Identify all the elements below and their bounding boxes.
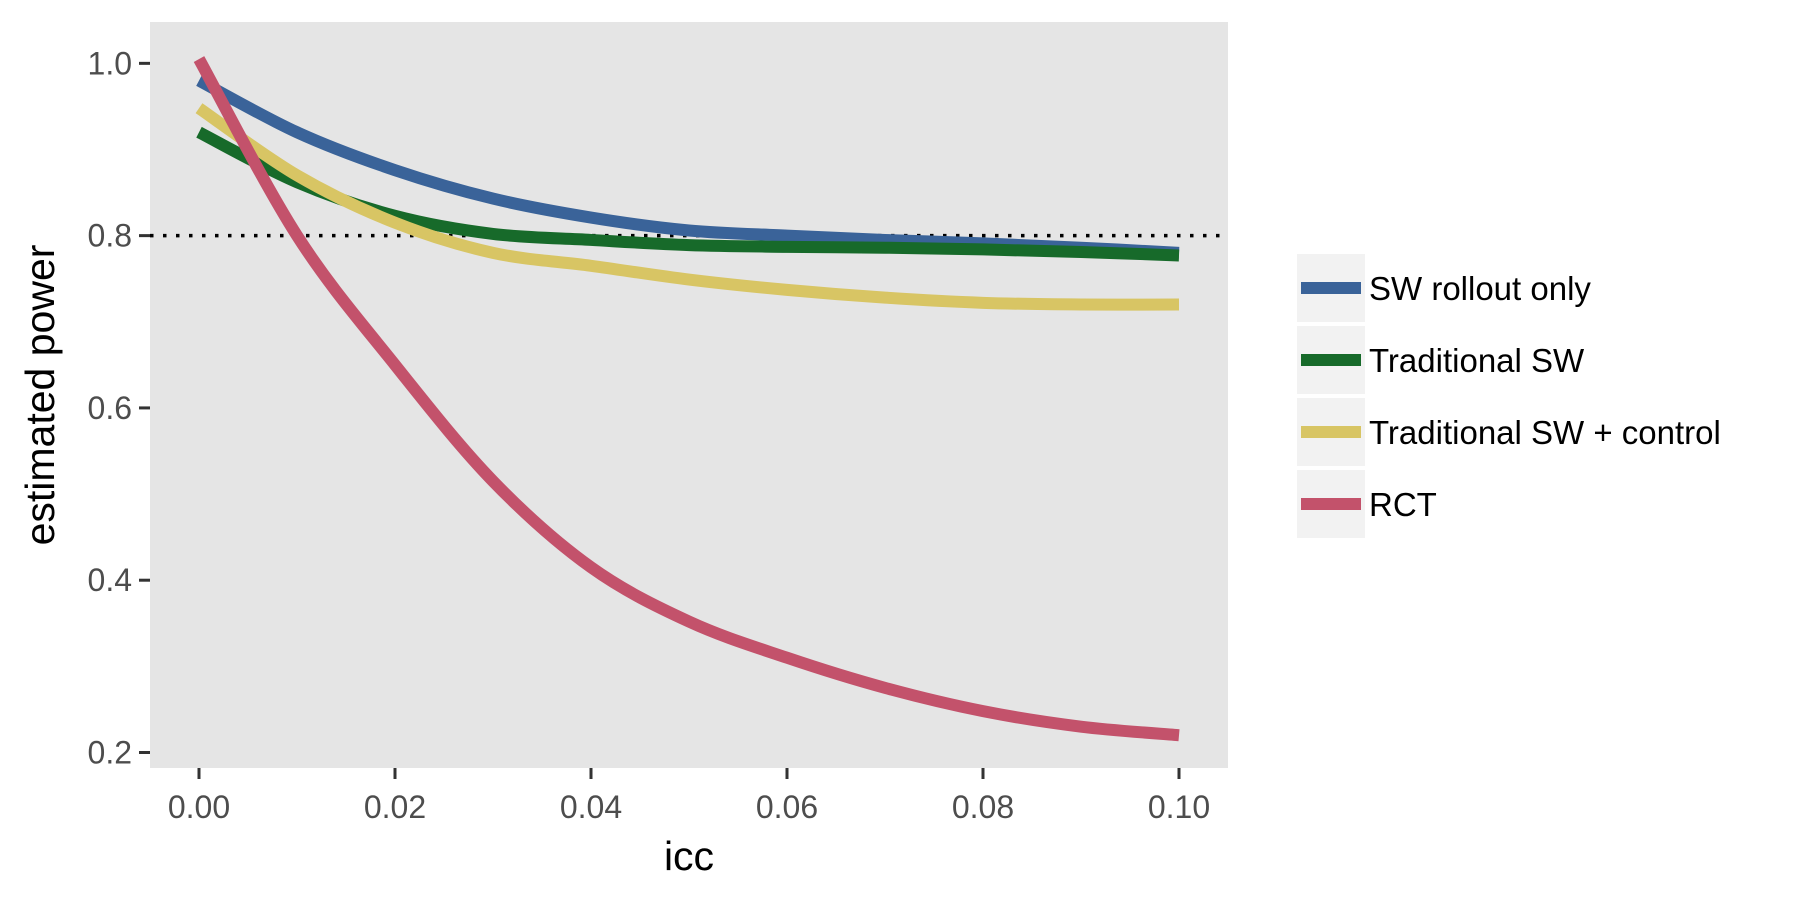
- y-tick-label: 1.0: [88, 45, 132, 81]
- y-tick-label: 0.4: [88, 562, 132, 598]
- series-lines: [193, 56, 1180, 742]
- legend-item: Traditional SW: [1297, 326, 1585, 394]
- x-tick-label: 0.06: [756, 789, 818, 825]
- y-tick-label: 0.8: [88, 218, 132, 254]
- series-line-traditional-sw-control: [195, 103, 1180, 311]
- x-axis: 0.00 0.02 0.04 0.06 0.08 0.10: [168, 768, 1210, 825]
- y-axis: 0.2 0.4 0.6 0.8 1.0: [88, 45, 150, 770]
- y-axis-title: estimated power: [17, 245, 63, 546]
- legend-item: RCT: [1297, 470, 1437, 538]
- x-tick-label: 0.08: [952, 789, 1014, 825]
- y-tick-label: 0.6: [88, 390, 132, 426]
- x-tick-label: 0.10: [1148, 789, 1210, 825]
- x-tick-label: 0.04: [560, 789, 622, 825]
- x-tick-label: 0.02: [364, 789, 426, 825]
- series-line-rct: [193, 56, 1180, 742]
- x-tick-label: 0.00: [168, 789, 230, 825]
- y-tick-label: 0.2: [88, 734, 132, 770]
- legend-label: RCT: [1369, 486, 1437, 523]
- legend: SW rollout only Traditional SW Traditional…: [1297, 254, 1721, 538]
- legend-label: Traditional SW: [1369, 342, 1585, 379]
- legend-label: SW rollout only: [1369, 270, 1591, 307]
- legend-item: SW rollout only: [1297, 254, 1591, 322]
- legend-item: Traditional SW + control: [1297, 398, 1721, 466]
- legend-label: Traditional SW + control: [1369, 414, 1721, 451]
- x-axis-title: icc: [664, 833, 714, 879]
